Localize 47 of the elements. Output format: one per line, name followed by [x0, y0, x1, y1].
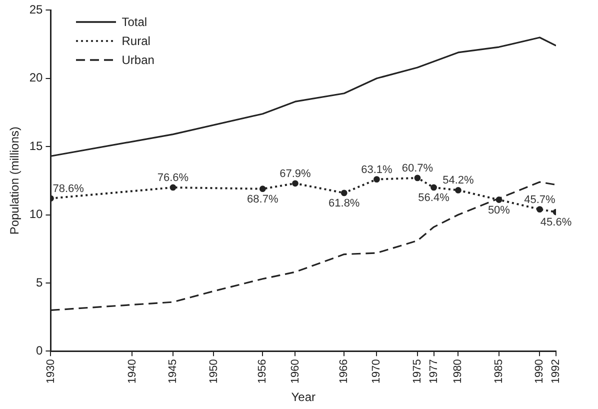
x-tick-label: 1950 [208, 359, 220, 384]
annotation: 63.1% [361, 164, 393, 176]
x-tick-label: 1977 [428, 359, 440, 384]
x-tick-label: 1970 [370, 359, 383, 384]
y-tick-label: 20 [29, 70, 44, 85]
point [340, 190, 348, 196]
point [170, 184, 176, 191]
annotation: 61.8% [328, 197, 360, 210]
x-tick-label: 1992 [550, 359, 562, 384]
x-tick-label: 1956 [256, 359, 269, 384]
annotation: 60.7% [402, 162, 434, 174]
annotation: 45.7% [524, 194, 556, 206]
legend-label: Total [122, 14, 148, 29]
point [292, 180, 298, 187]
x-axis-title: Year [291, 390, 316, 404]
y-tick-label: 25 [29, 2, 44, 17]
x-tick-label: 1945 [167, 359, 180, 384]
annotation: 67.9% [280, 168, 312, 180]
legend-label: Rural [122, 34, 150, 48]
x-tick-label: 1990 [534, 359, 546, 384]
y-tick-label: 15 [29, 138, 44, 153]
annotation: 76.6% [157, 172, 189, 184]
x-tick-label: 1940 [126, 359, 138, 384]
point [259, 186, 266, 192]
x-tick-label: 1985 [492, 359, 505, 384]
x-tick-label: 1966 [338, 359, 350, 384]
annotation: 45.6% [540, 216, 572, 229]
annotation: 54.2% [442, 174, 474, 187]
legend-label: Urban [122, 52, 154, 67]
y-tick-label: 5 [36, 275, 44, 290]
x-tick-label: 1975 [411, 359, 424, 384]
point [414, 174, 421, 182]
annotation: 68.7% [247, 193, 278, 206]
x-tick-label: 1930 [44, 359, 57, 384]
annotation: 50% [488, 204, 510, 216]
x-tick-label: 1980 [452, 359, 464, 384]
point [455, 187, 462, 194]
annotation: 78.6% [52, 182, 84, 195]
point [430, 184, 437, 191]
y-axis-title: Population (millions) [8, 126, 22, 235]
point [536, 206, 543, 213]
x-tick-label: 1960 [289, 359, 302, 384]
point [496, 196, 502, 203]
point [374, 176, 380, 182]
annotation: 56.4% [418, 192, 450, 204]
y-tick-label: 0 [36, 343, 44, 358]
y-tick-label: 10 [29, 207, 44, 222]
